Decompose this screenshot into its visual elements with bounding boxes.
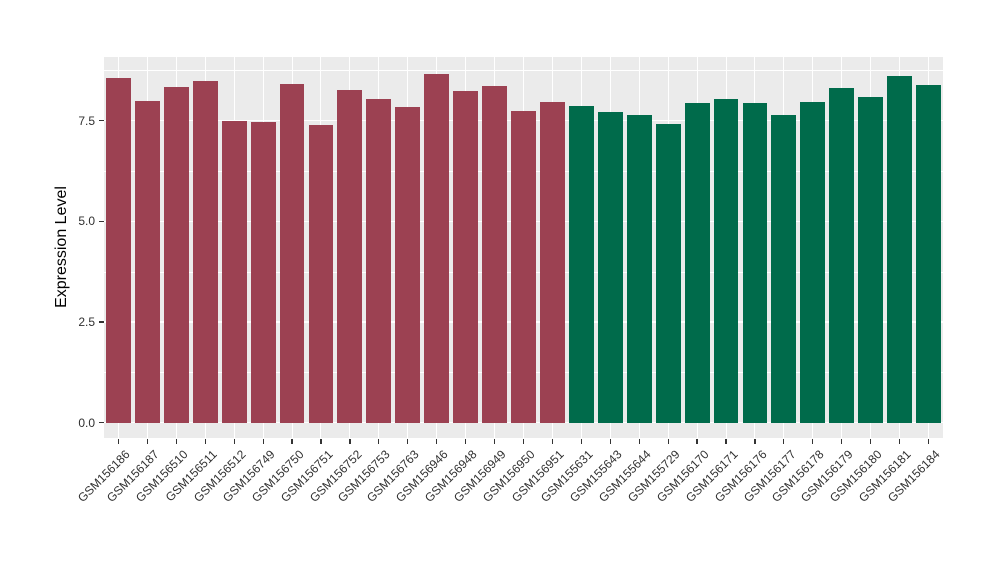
bar — [655, 124, 681, 423]
x-tick-mark — [754, 439, 756, 444]
bar — [395, 107, 421, 423]
bar — [163, 86, 189, 423]
bar — [684, 102, 710, 423]
bar — [250, 121, 276, 423]
x-tick-mark — [436, 439, 438, 444]
x-tick-mark — [551, 439, 554, 444]
bar — [511, 110, 536, 423]
x-tick-mark — [609, 439, 611, 444]
bar — [279, 84, 305, 423]
bar — [858, 97, 884, 423]
y-tick-label: 7.5 — [78, 113, 95, 128]
bar — [337, 89, 363, 423]
x-tick-mark — [349, 439, 351, 444]
bar — [713, 99, 739, 423]
x-tick-mark — [493, 439, 496, 444]
x-tick-mark — [291, 439, 293, 444]
bar — [192, 81, 218, 423]
x-tick-mark — [407, 439, 409, 444]
x-tick-mark — [522, 439, 525, 444]
x-tick-mark — [146, 439, 148, 444]
bar — [597, 111, 623, 423]
x-tick-mark — [175, 439, 177, 444]
x-tick-mark — [841, 439, 843, 444]
y-tick-label: 5.0 — [78, 214, 95, 229]
bar — [568, 106, 594, 423]
gridline-major — [104, 422, 943, 424]
bar — [366, 99, 392, 423]
x-tick-mark — [465, 439, 467, 444]
x-tick-mark — [870, 439, 872, 444]
y-axis-title: Expression Level — [53, 185, 70, 308]
x-tick-mark — [204, 439, 206, 444]
y-tick-mark — [99, 120, 104, 122]
y-tick-mark — [99, 321, 104, 323]
x-tick-mark — [927, 439, 930, 444]
x-tick-mark — [580, 439, 582, 444]
bar — [916, 84, 941, 423]
bar — [771, 114, 797, 423]
y-tick-mark — [99, 422, 104, 424]
bar — [106, 78, 131, 423]
x-tick-mark — [725, 439, 727, 444]
x-tick-mark — [812, 439, 814, 444]
x-tick-mark — [117, 439, 120, 444]
x-tick-mark — [638, 439, 640, 444]
bar — [221, 121, 247, 423]
x-tick-mark — [783, 439, 785, 444]
x-tick-mark — [667, 439, 669, 444]
bar — [887, 76, 913, 423]
y-tick-mark — [99, 220, 104, 222]
bar — [800, 102, 826, 423]
bar — [829, 88, 855, 423]
y-tick-label: 0.0 — [78, 415, 95, 430]
plot-panel — [104, 57, 943, 438]
x-tick-mark — [696, 439, 698, 444]
bar — [742, 103, 768, 423]
bar — [626, 115, 652, 423]
bar — [424, 74, 450, 423]
y-tick-label: 2.5 — [78, 315, 95, 330]
bar — [482, 86, 507, 423]
x-tick-mark — [233, 439, 235, 444]
bar — [539, 101, 565, 423]
bar — [453, 90, 479, 423]
x-tick-mark — [320, 439, 322, 444]
x-tick-mark — [262, 439, 264, 444]
bar — [134, 101, 160, 423]
x-tick-mark — [378, 439, 380, 444]
bar — [308, 125, 334, 423]
x-tick-mark — [899, 439, 901, 444]
